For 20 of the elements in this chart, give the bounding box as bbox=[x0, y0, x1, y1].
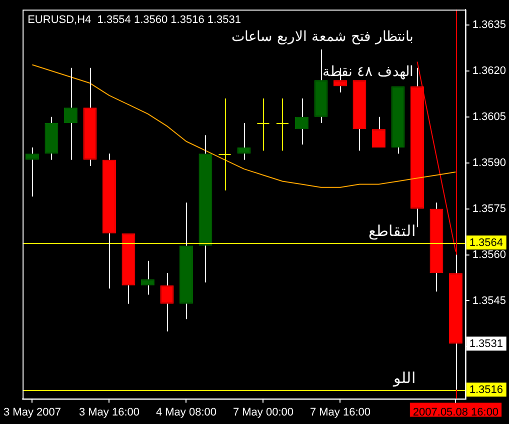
y-tick-label: 1.3605 bbox=[472, 110, 506, 123]
annotation: بانتظار فتح شمعة الاربع ساعات bbox=[232, 29, 414, 46]
x-tick-label: 3 May 2007 bbox=[3, 406, 61, 418]
y-tick-label: 1.3575 bbox=[472, 202, 506, 215]
x-tick-label: 2007.05.08 16:00 bbox=[412, 406, 499, 418]
ref-line-label: التقاطع bbox=[368, 222, 416, 240]
y-tick-label: 1.3590 bbox=[472, 156, 506, 169]
y-tick-label: 1.3635 bbox=[472, 18, 506, 31]
y-tick-label: 1.3560 bbox=[472, 248, 506, 261]
annotation: 1.3516 bbox=[469, 384, 504, 396]
y-tick-label: 1.3545 bbox=[472, 294, 506, 307]
ref-line-label: اللو bbox=[392, 368, 416, 387]
annotation: 1.3531 bbox=[469, 338, 504, 350]
annotation: 1.3564 bbox=[469, 237, 504, 250]
x-tick-label: 3 May 16:00 bbox=[78, 406, 140, 418]
chart-title: EURUSD,H4 1.3554 1.3560 1.3516 1.3531 bbox=[28, 14, 242, 26]
x-tick-label: 4 May 08:00 bbox=[156, 406, 216, 418]
y-tick-label: 1.3620 bbox=[472, 64, 506, 77]
x-tick-label: 7 May 00:00 bbox=[232, 406, 294, 418]
x-tick-label: 7 May 16:00 bbox=[310, 406, 370, 418]
